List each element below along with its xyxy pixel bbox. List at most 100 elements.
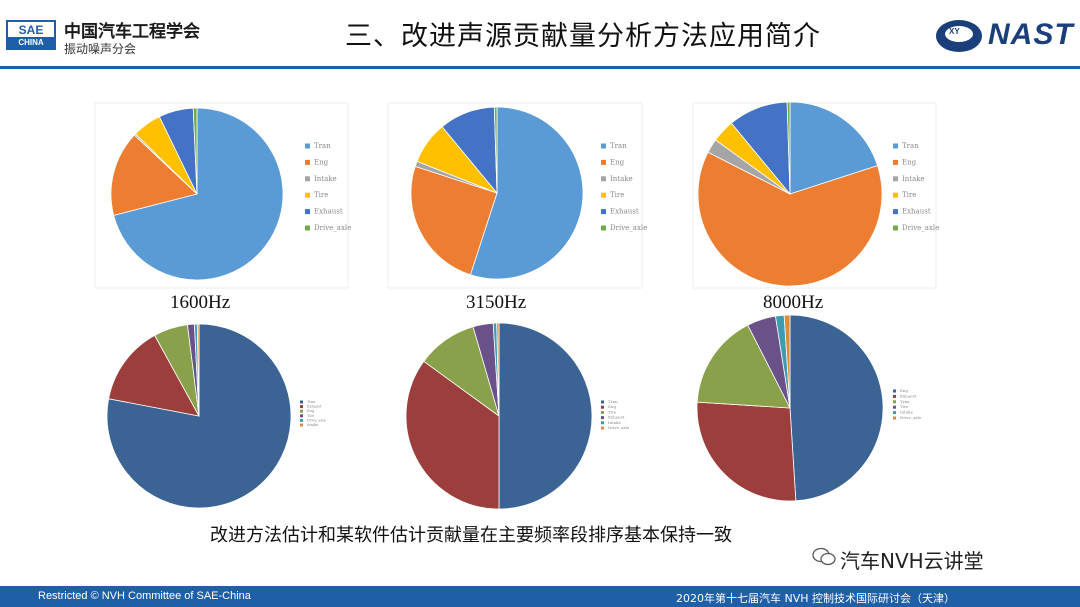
legend-label: Tran — [900, 399, 910, 404]
legend-label: Eng — [900, 388, 908, 393]
org-subtitle: 振动噪声分会 — [64, 42, 137, 56]
legend-label: Eng — [608, 404, 616, 409]
legend-swatch — [601, 143, 606, 149]
footer-conference: 2020年第十七届汽车 NVH 控制技术国际研讨会（天津） — [676, 592, 956, 605]
legend-swatch — [601, 421, 604, 425]
org-name: 中国汽车工程学会 — [64, 22, 200, 42]
legend-label: Tran — [307, 400, 316, 404]
sae-china-logo: SAE CHINA — [6, 20, 56, 50]
pie-slice-drive-axle — [496, 322, 500, 417]
pie-slice-tran — [469, 106, 584, 280]
pie-slice-tran — [789, 101, 879, 195]
frequency-label: 3150Hz — [466, 292, 527, 313]
legend-label: Drive_axle — [902, 224, 939, 232]
pie-slice-intake — [196, 323, 200, 417]
watermark-text: 汽车NVH云讲堂 — [840, 549, 984, 573]
pie-slice-eng — [789, 314, 884, 502]
pie-slice-drive-axle — [783, 314, 791, 409]
legend-swatch — [601, 405, 604, 409]
legend-swatch — [893, 416, 896, 420]
legend-swatch — [601, 159, 606, 165]
pie-slice-tran — [498, 322, 593, 510]
legend-swatch — [893, 405, 896, 409]
legend-label: Exhaust — [902, 208, 931, 216]
legend-swatch — [300, 400, 303, 404]
legend-label: Exhaust — [608, 415, 625, 420]
legend-label: Intake — [610, 175, 633, 183]
legend-label: Tire — [610, 191, 624, 199]
legend-label: Drive_axle — [610, 224, 647, 232]
legend-swatch — [305, 225, 310, 231]
nast-brand-text: NAST — [988, 18, 1074, 51]
logo-bottom-text: CHINA — [8, 37, 54, 48]
legend-swatch — [601, 400, 604, 404]
pie-slice-exhaust — [696, 401, 797, 502]
legend-swatch — [300, 414, 303, 418]
legend-swatch — [893, 394, 896, 398]
legend-swatch — [305, 143, 310, 149]
legend-swatch — [305, 209, 310, 215]
pie-slice-drive-axle — [192, 107, 198, 195]
legend-swatch — [893, 159, 898, 165]
legend-label: Eng — [610, 158, 625, 166]
legend-label: Drive_axle — [314, 224, 351, 232]
legend-label: Tran — [902, 142, 919, 150]
header-divider — [0, 66, 1080, 69]
pie-slice-tran — [106, 323, 292, 509]
nast-mark-text: XY — [949, 27, 960, 36]
pie-slice-eng — [410, 165, 498, 276]
pie-slice-tran — [113, 107, 284, 281]
pie-slice-eng — [405, 360, 500, 510]
footer-bar — [0, 586, 1080, 607]
pie-slice-drive-axle — [493, 106, 498, 194]
nast-mark-inner — [945, 26, 973, 42]
legend-swatch — [601, 192, 606, 198]
legend-label: Eng — [314, 158, 329, 166]
legend-label: Intake — [900, 410, 914, 415]
page-title: 三、改进声源贡献量分析方法应用简介 — [345, 21, 821, 52]
chart-frame — [692, 102, 937, 289]
legend-label: Intake — [307, 423, 318, 427]
legend-swatch — [893, 389, 896, 393]
legend-label: Exhaust — [610, 208, 639, 216]
legend-swatch — [601, 410, 604, 414]
legend-swatch — [601, 416, 604, 420]
legend-swatch — [300, 409, 303, 413]
legend-label: Tire — [307, 414, 314, 418]
legend-swatch — [305, 192, 310, 198]
header: SAE CHINA 中国汽车工程学会 振动噪声分会 三、改进声源贡献量分析方法应… — [0, 0, 1080, 66]
legend-swatch — [305, 176, 310, 182]
pie-slice-exhaust — [108, 334, 200, 417]
legend-swatch — [300, 418, 303, 422]
legend-swatch — [601, 225, 606, 231]
nast-logo: XY NAST — [936, 18, 1076, 58]
chart-frame — [387, 102, 643, 289]
legend-swatch — [893, 192, 898, 198]
logo-top-text: SAE — [18, 23, 44, 37]
legend-label: Drive_axle — [900, 415, 922, 420]
legend-swatch — [893, 209, 898, 215]
pie-slice-eng — [697, 151, 883, 287]
legend-swatch — [601, 426, 604, 430]
slide-caption: 改进方法估计和某软件估计贡献量在主要频率段排序基本保持一致 — [210, 525, 732, 546]
legend-label: Tran — [314, 142, 331, 150]
legend-label: Exhaust — [314, 208, 343, 216]
legend-label: Eng — [902, 158, 917, 166]
legend-label: Intake — [314, 175, 337, 183]
pie-slice-eng — [110, 134, 198, 216]
footer-copyright: Restricted © NVH Committee of SAE-China — [38, 590, 251, 602]
legend-swatch — [601, 176, 606, 182]
legend-label: Intake — [902, 175, 925, 183]
legend-swatch — [893, 411, 896, 415]
pie-slice-drive-axle — [786, 101, 791, 195]
legend-swatch — [305, 159, 310, 165]
legend-label: Tire — [314, 191, 328, 199]
pie-slice-tran — [696, 324, 791, 409]
legend-label: Drive_axle — [608, 425, 630, 430]
legend-swatch — [893, 176, 898, 182]
legend-swatch — [601, 209, 606, 215]
chart-frame — [94, 102, 349, 289]
legend-label: Tire — [900, 404, 909, 409]
legend-label: Intake — [608, 420, 622, 425]
